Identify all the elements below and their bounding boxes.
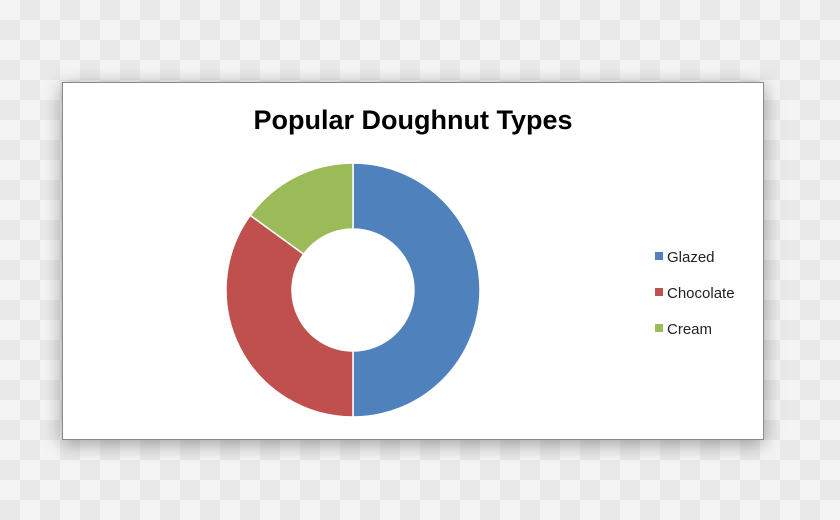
doughnut-chart: Glazed Chocolate Cream <box>225 162 735 418</box>
legend-label-cream: Cream <box>667 321 712 338</box>
slice-glazed <box>352 162 481 418</box>
legend-swatch-cream <box>655 324 663 332</box>
chart-frame: Popular Doughnut Types Glazed Chocolate Cr… <box>62 82 764 440</box>
slice-cream <box>249 162 354 256</box>
legend-label-chocolate: Chocolate <box>667 285 735 302</box>
legend-label-glazed: Glazed <box>667 249 715 266</box>
slice-chocolate <box>225 214 354 418</box>
chart-title: Popular Doughnut Types <box>253 105 573 135</box>
legend-swatch-glazed <box>655 252 663 260</box>
legend-swatch-chocolate <box>655 288 663 296</box>
